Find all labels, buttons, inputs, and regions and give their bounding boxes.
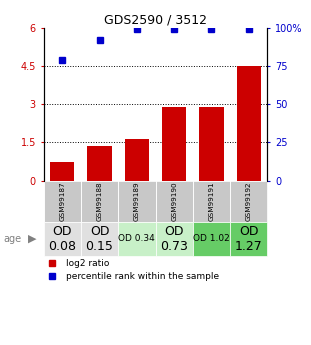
- Text: GSM99191: GSM99191: [208, 181, 215, 221]
- Bar: [156, 181, 193, 221]
- Text: ▶: ▶: [28, 234, 36, 244]
- Bar: [193, 221, 230, 256]
- Bar: [118, 181, 156, 221]
- Text: GSM99188: GSM99188: [96, 181, 103, 221]
- Text: GSM99187: GSM99187: [59, 181, 65, 221]
- Title: GDS2590 / 3512: GDS2590 / 3512: [104, 13, 207, 27]
- Bar: [50, 161, 74, 181]
- Text: OD 0.34: OD 0.34: [118, 234, 155, 243]
- Text: OD 1.02: OD 1.02: [193, 234, 230, 243]
- Bar: [230, 181, 267, 221]
- Bar: [81, 221, 118, 256]
- Bar: [230, 221, 267, 256]
- Bar: [237, 66, 261, 181]
- Text: OD
1.27: OD 1.27: [235, 225, 263, 253]
- Bar: [156, 221, 193, 256]
- Text: log2 ratio: log2 ratio: [66, 259, 109, 268]
- Text: OD
0.08: OD 0.08: [48, 225, 76, 253]
- Bar: [44, 221, 81, 256]
- Bar: [118, 221, 156, 256]
- Text: GSM99192: GSM99192: [246, 181, 252, 221]
- Text: age: age: [3, 234, 21, 244]
- Text: OD
0.15: OD 0.15: [86, 225, 114, 253]
- Bar: [81, 181, 118, 221]
- Bar: [87, 146, 112, 181]
- Bar: [162, 107, 186, 181]
- Text: GSM99190: GSM99190: [171, 181, 177, 221]
- Bar: [125, 139, 149, 181]
- Text: percentile rank within the sample: percentile rank within the sample: [66, 272, 219, 280]
- Text: GSM99189: GSM99189: [134, 181, 140, 221]
- Bar: [44, 181, 81, 221]
- Bar: [193, 181, 230, 221]
- Bar: [199, 107, 224, 181]
- Text: OD
0.73: OD 0.73: [160, 225, 188, 253]
